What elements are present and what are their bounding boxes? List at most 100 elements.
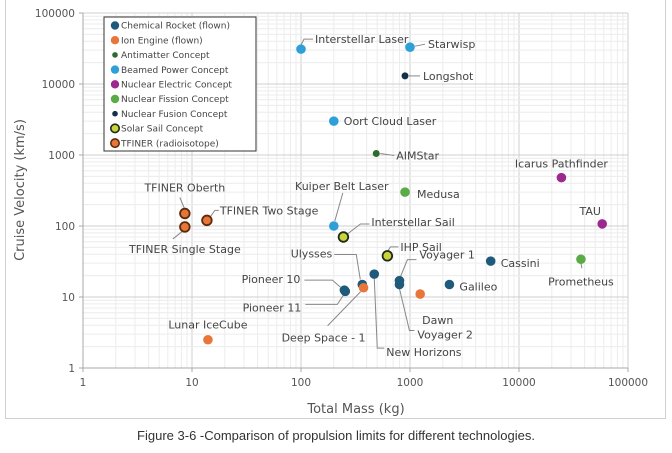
legend-entry: Beamed Power Concept xyxy=(121,66,229,76)
leader-line xyxy=(179,197,186,210)
data-point-pioneer-11 xyxy=(340,286,351,297)
legend-entry: Antimatter Concept xyxy=(121,51,210,61)
x-tick-label: 10 xyxy=(185,377,198,389)
data-point-lunar-icecube xyxy=(203,334,213,345)
data-point-tfiner-single-stage xyxy=(179,221,191,233)
point-label: Prometheus xyxy=(548,275,614,288)
data-point-icarus-pathfinder xyxy=(556,172,567,183)
legend: Chemical Rocket (flown) Ion Engine (flown… xyxy=(103,16,257,152)
point-label: Ulysses xyxy=(291,247,333,260)
data-point-oort-cloud-laser xyxy=(329,116,339,126)
y-tick-label: 10 xyxy=(62,292,75,304)
data-point-cassini xyxy=(485,256,496,266)
point-label: TFINER Two Stage xyxy=(219,204,319,217)
point-label: Deep Space - 1 xyxy=(282,332,366,345)
x-tick-label: 1 xyxy=(80,377,87,389)
data-point-tau xyxy=(597,219,608,229)
data-point-starwisp xyxy=(405,42,415,52)
data-point-new-horizons xyxy=(369,269,380,279)
point-label: Medusa xyxy=(417,188,460,201)
y-tick-label: 1000 xyxy=(48,150,75,162)
point-label: Starwisp xyxy=(428,38,475,51)
leader-line xyxy=(300,38,313,46)
point-label: IHP Sail xyxy=(400,241,441,254)
point-label: Pioneer 11 xyxy=(243,301,302,314)
point-label: Voyager 2 xyxy=(417,328,472,341)
leader-line xyxy=(334,253,361,280)
leader-line xyxy=(347,223,370,235)
point-label: TFINER Oberth xyxy=(143,181,225,194)
point-labels: Interstellar Laser Starwisp Longshot Oort C… xyxy=(128,33,614,359)
legend-entry: Ion Engine (flown) xyxy=(121,36,203,46)
legend-marker xyxy=(110,123,121,134)
point-label: Longshot xyxy=(423,70,474,83)
leader-line xyxy=(386,246,399,253)
legend-entry: Nuclear Fission Concept xyxy=(121,95,229,105)
data-point-deep-space-1 xyxy=(358,282,369,293)
leader-line xyxy=(414,43,426,47)
data-point-kuiper-belt-laser xyxy=(329,221,339,231)
leader-line xyxy=(304,279,341,288)
data-point-longshot xyxy=(401,72,409,80)
leader-line xyxy=(398,288,415,331)
y-tick-label: 10000 xyxy=(42,79,75,91)
data-point-ihp-sail xyxy=(381,250,394,262)
legend-marker xyxy=(110,65,120,74)
y-axis-title: Cruise Velocity (km/s) xyxy=(13,119,28,261)
data-point-prometheus xyxy=(576,254,586,265)
legend-entry: Nuclear Electric Concept xyxy=(121,81,232,91)
legend-entry: TFINER (radioisotope) xyxy=(120,139,219,149)
y-tick-label: 100000 xyxy=(35,8,75,20)
point-label: Lunar IceCube xyxy=(168,319,247,332)
point-label: Kuiper Belt Laser xyxy=(295,180,389,193)
x-tick-label: 1000 xyxy=(397,377,424,389)
leader-line xyxy=(172,230,184,240)
legend-marker xyxy=(110,80,120,89)
data-points xyxy=(179,42,608,345)
leader-line xyxy=(399,259,417,277)
leader-line xyxy=(327,291,361,327)
chart-frame xyxy=(5,0,666,419)
point-label: Pioneer 10 xyxy=(242,273,301,286)
x-tick-label: 100 xyxy=(291,377,311,389)
point-label: Interstellar Sail xyxy=(371,216,454,229)
point-label: Galileo xyxy=(459,280,497,293)
data-point-aimstar xyxy=(372,149,380,157)
legend-marker xyxy=(110,21,120,30)
data-point-medusa xyxy=(400,187,410,197)
axes: 1 10 100 1000 10000 100000 1 10 100 1000 10000 1000… xyxy=(35,8,648,389)
y-tick-label: 1 xyxy=(68,363,75,375)
point-label: Oort Cloud Laser xyxy=(344,115,437,128)
data-point-dawn xyxy=(415,289,425,299)
leader-line xyxy=(373,278,385,349)
point-label: TAU xyxy=(578,205,600,218)
leader-lines xyxy=(172,38,583,349)
legend-marker xyxy=(110,138,121,149)
legend-marker xyxy=(110,36,120,45)
legend-entry: Chemical Rocket (flown) xyxy=(121,22,230,32)
x-tick-label: 10000 xyxy=(502,377,535,389)
point-label: Icarus Pathfinder xyxy=(515,158,609,171)
legend-marker xyxy=(112,52,118,58)
point-label: Dawn xyxy=(422,314,453,327)
x-tick-label: 100000 xyxy=(608,377,648,389)
point-label: TFINER Single Stage xyxy=(128,243,241,256)
legend-entry: Solar Sail Concept xyxy=(121,125,204,135)
y-tick-label: 100 xyxy=(55,221,75,233)
scatter-chart: 1 10 100 1000 10000 100000 1 10 100 1000 10000 1000… xyxy=(13,8,648,417)
data-point-interstellar-sail xyxy=(337,231,350,243)
legend-entry: Nuclear Fusion Concept xyxy=(121,110,228,120)
legend-marker xyxy=(112,110,118,117)
point-label: Interstellar Laser xyxy=(315,33,409,46)
leader-line xyxy=(334,192,344,222)
data-point-tfiner-two-stage xyxy=(201,214,213,227)
legend-marker xyxy=(110,94,120,104)
figure-caption: Figure 3-6 -Comparison of propulsion lim… xyxy=(137,428,535,443)
point-label: New Horizons xyxy=(386,346,462,359)
data-point-galileo xyxy=(444,279,455,290)
legend-box xyxy=(103,16,257,152)
leader-line xyxy=(209,209,219,218)
leader-line xyxy=(305,295,344,305)
point-label: Cassini xyxy=(501,257,540,270)
data-point-tfiner-oberth xyxy=(179,207,191,220)
